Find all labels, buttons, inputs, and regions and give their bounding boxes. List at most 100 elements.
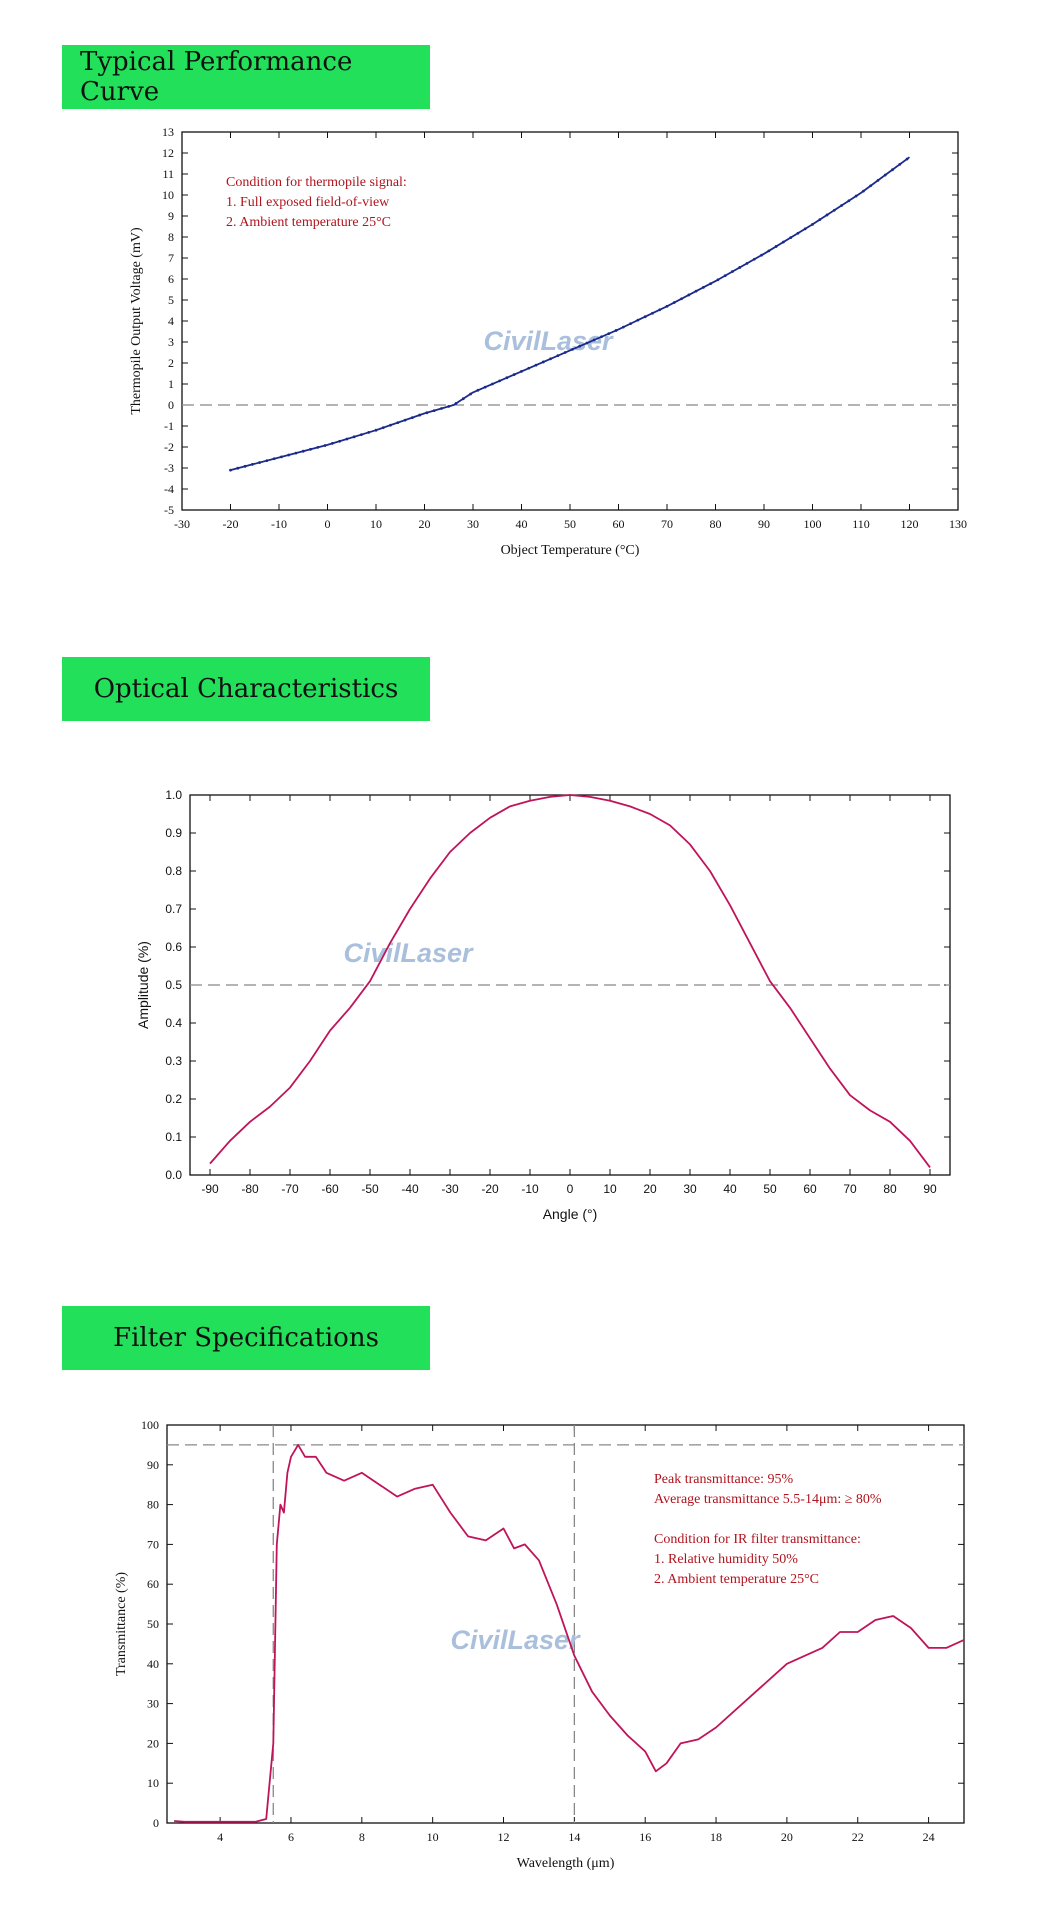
data-point xyxy=(440,407,443,410)
y-tick-label: 1.0 xyxy=(165,788,182,802)
data-point xyxy=(432,409,436,412)
data-point xyxy=(512,373,516,376)
x-tick-label: 20 xyxy=(781,1830,793,1844)
data-point xyxy=(607,332,611,335)
x-tick-label: 70 xyxy=(661,517,673,531)
x-tick-label: 30 xyxy=(683,1182,697,1196)
x-tick-label: 8 xyxy=(359,1830,365,1844)
y-tick-label: -1 xyxy=(164,419,174,433)
data-point xyxy=(396,421,400,425)
x-tick-label: 90 xyxy=(923,1182,937,1196)
data-point xyxy=(236,466,240,470)
data-point xyxy=(403,418,407,422)
data-point xyxy=(818,218,822,222)
data-point xyxy=(563,351,567,354)
data-point xyxy=(862,189,865,193)
data-point xyxy=(854,194,858,198)
x-axis-label: Angle (°) xyxy=(543,1206,598,1222)
x-tick-label: -40 xyxy=(401,1182,419,1196)
data-point xyxy=(520,370,523,373)
y-tick-label: 10 xyxy=(147,1776,159,1790)
y-tick-label: -3 xyxy=(164,461,174,475)
data-point xyxy=(796,231,800,235)
watermark-logo: CivilLaser xyxy=(450,1625,581,1655)
data-point xyxy=(527,366,531,370)
series-line xyxy=(174,1443,965,1823)
x-tick-label: -30 xyxy=(174,517,190,531)
y-tick-label: 0.8 xyxy=(165,864,182,878)
series-line xyxy=(230,156,911,471)
section-title-optical: Optical Characteristics xyxy=(62,657,430,721)
x-tick-label: -90 xyxy=(201,1182,219,1196)
x-tick-label: 50 xyxy=(564,517,576,531)
y-tick-label: 4 xyxy=(168,314,174,328)
x-tick-label: 130 xyxy=(949,517,967,531)
y-tick-label: 80 xyxy=(147,1498,159,1512)
data-point xyxy=(454,402,458,405)
section-title-filter: Filter Specifications xyxy=(62,1306,430,1370)
data-point xyxy=(869,184,873,188)
data-point xyxy=(774,245,778,248)
data-point xyxy=(883,173,887,177)
y-tick-label: 100 xyxy=(141,1418,159,1432)
y-tick-label: 90 xyxy=(147,1458,159,1472)
data-point xyxy=(760,253,763,257)
y-tick-label: 0.5 xyxy=(165,978,182,992)
y-tick-label: -5 xyxy=(164,503,174,517)
chart-filter-transmittance: 4 6 8 10 12 14 16 18 20 22 24 0 10 20 30 40 50 60 70 80 90 10… xyxy=(114,1418,965,1871)
x-tick-label: 4 xyxy=(217,1830,223,1844)
watermark-logo: CivilLaser xyxy=(343,938,474,968)
data-point xyxy=(418,413,422,417)
data-point xyxy=(301,449,305,453)
data-point xyxy=(476,388,480,392)
data-point xyxy=(287,453,291,457)
data-point xyxy=(330,442,334,445)
x-tick-label: 40 xyxy=(723,1182,737,1196)
data-point xyxy=(534,363,538,367)
data-point xyxy=(498,379,502,383)
x-tick-label: 120 xyxy=(901,517,919,531)
y-tick-label: 0 xyxy=(168,398,174,412)
data-point xyxy=(847,199,851,203)
y-tick-label: 20 xyxy=(147,1736,159,1750)
x-tick-label: -20 xyxy=(481,1182,499,1196)
data-point xyxy=(876,179,880,182)
data-point xyxy=(381,426,385,430)
y-tick-label: 8 xyxy=(168,230,174,244)
data-point xyxy=(789,236,793,240)
data-point xyxy=(258,461,261,464)
y-tick-label: 1 xyxy=(168,377,174,391)
x-axis-label: Object Temperature (°C) xyxy=(501,543,640,558)
y-tick-label: 13 xyxy=(162,125,174,139)
data-point xyxy=(410,416,414,419)
data-point xyxy=(389,423,392,427)
x-tick-label: 22 xyxy=(852,1830,864,1844)
data-point xyxy=(905,157,909,161)
x-tick-label: 20 xyxy=(643,1182,657,1196)
data-point xyxy=(491,382,494,386)
y-tick-label: 0.0 xyxy=(165,1168,182,1182)
data-point xyxy=(782,240,785,244)
x-tick-label: 14 xyxy=(568,1830,580,1844)
data-point xyxy=(738,266,742,269)
data-point xyxy=(549,357,552,361)
data-point xyxy=(556,354,560,358)
x-tick-label: 20 xyxy=(419,517,431,531)
data-point xyxy=(323,444,327,447)
x-tick-label: -60 xyxy=(321,1182,339,1196)
annotation-text: 2. Ambient temperature 25°C xyxy=(226,215,391,230)
x-tick-label: -50 xyxy=(361,1182,379,1196)
y-tick-label: 5 xyxy=(168,293,174,307)
data-point xyxy=(643,315,647,319)
y-tick-label: 0.6 xyxy=(165,940,182,954)
x-tick-label: 70 xyxy=(843,1182,857,1196)
x-tick-label: 16 xyxy=(639,1830,651,1844)
annotation-text: Condition for thermopile signal: xyxy=(226,175,407,190)
y-tick-label: 10 xyxy=(162,188,174,202)
y-tick-label: 0.3 xyxy=(165,1054,182,1068)
x-tick-label: -20 xyxy=(223,517,239,531)
data-point xyxy=(374,428,378,432)
data-point xyxy=(505,376,509,380)
chart-optical-amplitude: -90 -80 -70 -60 -50 -40 -30 -20 -10 0 10 20 30 40 50 60… xyxy=(135,788,951,1222)
data-point xyxy=(541,360,545,364)
